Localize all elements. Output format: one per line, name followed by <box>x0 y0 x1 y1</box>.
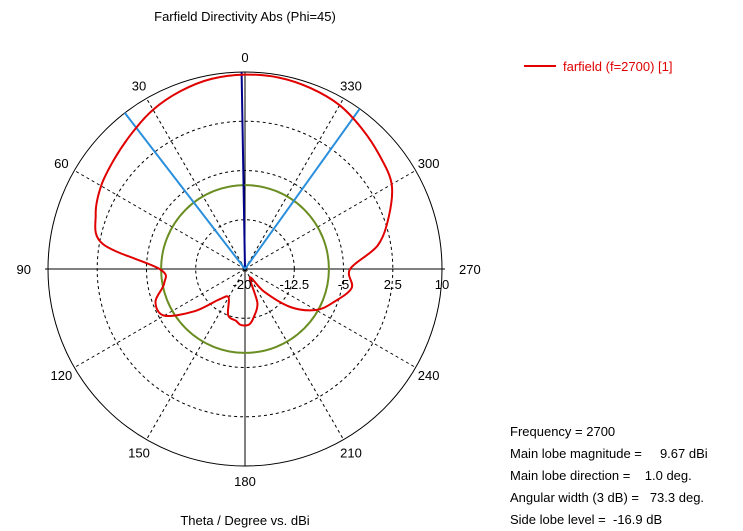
angle-tick-label: 60 <box>54 156 68 171</box>
angle-tick-label: 270 <box>459 262 481 277</box>
reference-marks <box>124 71 361 354</box>
angle-tick-label: 120 <box>51 368 73 383</box>
radial-tick-label: -5 <box>338 277 350 292</box>
legend: farfield (f=2700) [1] <box>524 59 672 74</box>
angle-tick-label: 330 <box>340 78 362 93</box>
angle-tick-label: 210 <box>340 446 362 461</box>
angle-tick-label: 90 <box>17 262 31 277</box>
angle-tick-label: 0 <box>241 50 248 65</box>
main-lobe-line <box>240 71 246 270</box>
grid-spoke <box>74 268 246 368</box>
info-main-lobe-direction: Main lobe direction = 1.0 deg. <box>510 468 692 483</box>
angle-tick-label: 150 <box>128 446 150 461</box>
angle-tick-label: 300 <box>418 156 440 171</box>
grid-ring <box>195 219 295 319</box>
series-layer <box>94 73 394 327</box>
radial-tick-label: 2.5 <box>384 277 402 292</box>
radial-tick-label: -12.5 <box>279 277 309 292</box>
angle-tick-label: 180 <box>234 474 256 489</box>
radial-tick-label: 10 <box>435 277 449 292</box>
x-axis-label: Theta / Degree vs. dBi <box>180 513 309 528</box>
grid-spoke <box>146 98 246 270</box>
grid-spoke <box>244 98 344 270</box>
grid-ring <box>146 170 344 368</box>
info-angular-width: Angular width (3 dB) = 73.3 deg. <box>510 490 705 505</box>
polar-grid <box>45 71 445 467</box>
angle-tick-label: 240 <box>418 368 440 383</box>
chart-title: Farfield Directivity Abs (Phi=45) <box>154 9 336 24</box>
series-line-farfield <box>94 73 394 327</box>
info-frequency: Frequency = 2700 <box>510 424 616 439</box>
grid-ring <box>96 120 394 418</box>
grid-outer-ring <box>47 71 443 467</box>
beamwidth-line <box>124 112 246 270</box>
angle-tick-label: 30 <box>132 78 146 93</box>
beamwidth-line <box>244 108 361 270</box>
radial-tick-label: -20 <box>233 277 252 292</box>
grid-spoke <box>244 268 416 368</box>
tick-labels: -20 -12.5 -5 2.5 10 0 30 60 90 120 150 180 210 240 270… <box>17 50 481 489</box>
legend-label: farfield (f=2700) [1] <box>563 59 672 74</box>
info-main-lobe-magnitude: Main lobe magnitude = 9.67 dBi <box>510 446 708 461</box>
info-side-lobe-level: Side lobe level = -16.9 dB <box>510 512 663 527</box>
